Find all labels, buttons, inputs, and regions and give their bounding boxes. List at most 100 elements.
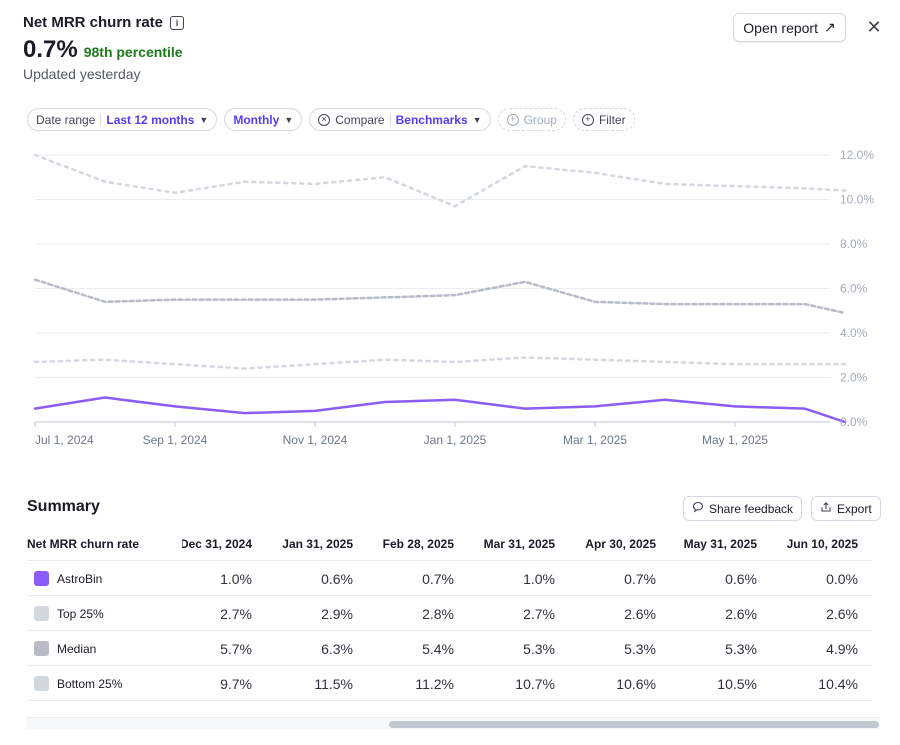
legend-swatch [34,676,49,691]
open-report-label: Open report [743,19,818,36]
table-cell: 10.4% [818,675,858,692]
y-tick-label: 2.0% [840,371,868,385]
horizontal-scrollbar[interactable] [27,717,880,729]
row-cells: 1.0% 0.6% 0.7% 1.0% 0.7% 0.6% 0.0% [182,561,872,595]
table-cell: 2.6% [826,605,858,622]
interval-value: Monthly [233,112,280,127]
share-feedback-button[interactable]: Share feedback [683,496,803,521]
table-cell: 0.6% [321,570,353,587]
table-cell: 10.5% [717,675,757,692]
x-tick-label: Sep 1, 2024 [143,433,208,447]
table-cell: 2.6% [624,605,656,622]
export-button[interactable]: Export [811,496,881,521]
x-tick-label: May 1, 2025 [702,433,768,447]
column-header: Mar 31, 2025 [483,536,555,551]
legend-swatch [34,641,49,656]
scrollbar-thumb[interactable] [389,721,879,728]
table-cell: 1.0% [523,570,555,587]
close-icon[interactable]: ✕ [866,16,882,37]
series-line-bottom-25 [33,153,847,208]
remove-compare-icon[interactable]: × [318,113,331,126]
percentile-badge: 98th percentile [83,44,183,60]
interval-filter[interactable]: Monthly ▼ [224,108,303,131]
row-cells: 5.7% 6.3% 5.4% 5.3% 5.3% 5.3% 4.9% [182,631,872,665]
chart-grid [35,154,830,423]
chevron-down-icon: ▼ [199,114,209,125]
updated-label: Updated yesterday [23,66,141,82]
table-cell: 5.4% [422,640,454,657]
row-label: Top 25% [27,596,104,631]
table-cell: 5.3% [725,640,757,657]
table-cell: 0.7% [422,570,454,587]
table-cell: 2.9% [321,605,353,622]
page-title: Net MRR churn rate [23,14,164,31]
metric-value: 0.7% [23,36,78,63]
chart-series [33,153,847,424]
date-range-filter[interactable]: Date range Last 12 months ▼ [27,108,218,131]
table-cell: 2.8% [422,605,454,622]
row-cells: 9.7% 11.5% 11.2% 10.7% 10.6% 10.5% 10.4% [182,666,872,700]
series-name: Top 25% [57,606,104,621]
x-tick-label: Jul 1, 2024 [35,433,94,447]
legend-swatch [34,606,49,621]
table-cell: 5.3% [523,640,555,657]
row-label: AstroBin [27,561,102,596]
table-cell: 2.7% [220,605,252,622]
title-row: Net MRR churn rate i [23,14,185,31]
group-label: Group [523,112,557,127]
column-header: Jan 31, 2025 [282,536,353,551]
legend-swatch [34,571,49,586]
chart-y-axis: 12.0% 10.0% 8.0% 6.0% 4.0% 2.0% 0.0% [840,148,874,429]
series-line-astrobin [33,396,847,424]
compare-filter[interactable]: × Compare Benchmarks ▼ [309,108,491,131]
table-cell: 10.6% [616,675,656,692]
column-headers: Dec 31, 2024 Jan 31, 2025 Feb 28, 2025 Mar … [182,526,872,560]
chevron-down-icon: ▼ [284,114,294,125]
y-tick-label: 4.0% [840,326,868,340]
table-cell: 1.0% [220,570,252,587]
info-icon[interactable]: i [170,15,185,30]
column-header: May 31, 2025 [683,536,757,551]
table-cell: 11.5% [314,675,353,692]
date-range-label: Date range [36,112,96,127]
column-header: Jun 10, 2025 [786,536,858,551]
row-cells: 2.7% 2.9% 2.8% 2.7% 2.6% 2.6% 2.6% [182,596,872,630]
x-tick-label: Nov 1, 2024 [283,433,348,447]
table-row: Median 5.7% 6.3% 5.4% 5.3% 5.3% 5.3% 4.9% [27,631,872,666]
metric-header: Net MRR churn rate [27,536,140,551]
divider [389,113,391,126]
table-row: AstroBin 1.0% 0.6% 0.7% 1.0% 0.7% 0.6% 0.0% [27,561,872,596]
table-cell: 5.3% [624,640,656,657]
column-header: Dec 31, 2024 [182,536,252,551]
x-tick-label: Mar 1, 2025 [563,433,627,447]
export-label: Export [837,501,872,516]
filter-bar: Date range Last 12 months ▼ Monthly ▼ × … [27,108,635,131]
summary-table: Net MRR churn rate Dec 31, 2024 Jan 31, 2… [27,526,872,704]
y-tick-label: 10.0% [840,193,874,207]
speech-bubble-icon [692,501,704,516]
series-name: AstroBin [57,571,103,586]
table-cell: 11.2% [415,675,454,692]
date-range-value: Last 12 months [106,112,195,127]
table-cell: 2.6% [725,605,757,622]
table-row: Bottom 25% 9.7% 11.5% 11.2% 10.7% 10.6% 10.5% 1… [27,666,872,701]
add-filter-button[interactable]: + Filter [572,108,635,131]
open-report-button[interactable]: Open report ↗ [733,13,846,42]
group-filter[interactable]: + Group [497,108,566,131]
table-cell: 0.7% [624,570,656,587]
table-header-row: Net MRR churn rate Dec 31, 2024 Jan 31, 2… [27,526,872,561]
y-tick-label: 12.0% [840,148,874,162]
chevron-down-icon: ▼ [472,114,482,125]
table-cell: 5.7% [220,640,252,657]
series-name: Median [57,641,97,656]
table-cell: 6.3% [321,640,353,657]
table-cell: 10.7% [515,675,555,692]
compare-value: Benchmarks [395,112,468,127]
plus-icon: + [506,113,519,126]
y-tick-label: 0.0% [840,415,868,429]
summary-title: Summary [27,498,100,515]
plus-icon: + [581,113,594,126]
divider [100,113,102,126]
export-icon [820,501,832,516]
series-line-median [33,278,847,315]
